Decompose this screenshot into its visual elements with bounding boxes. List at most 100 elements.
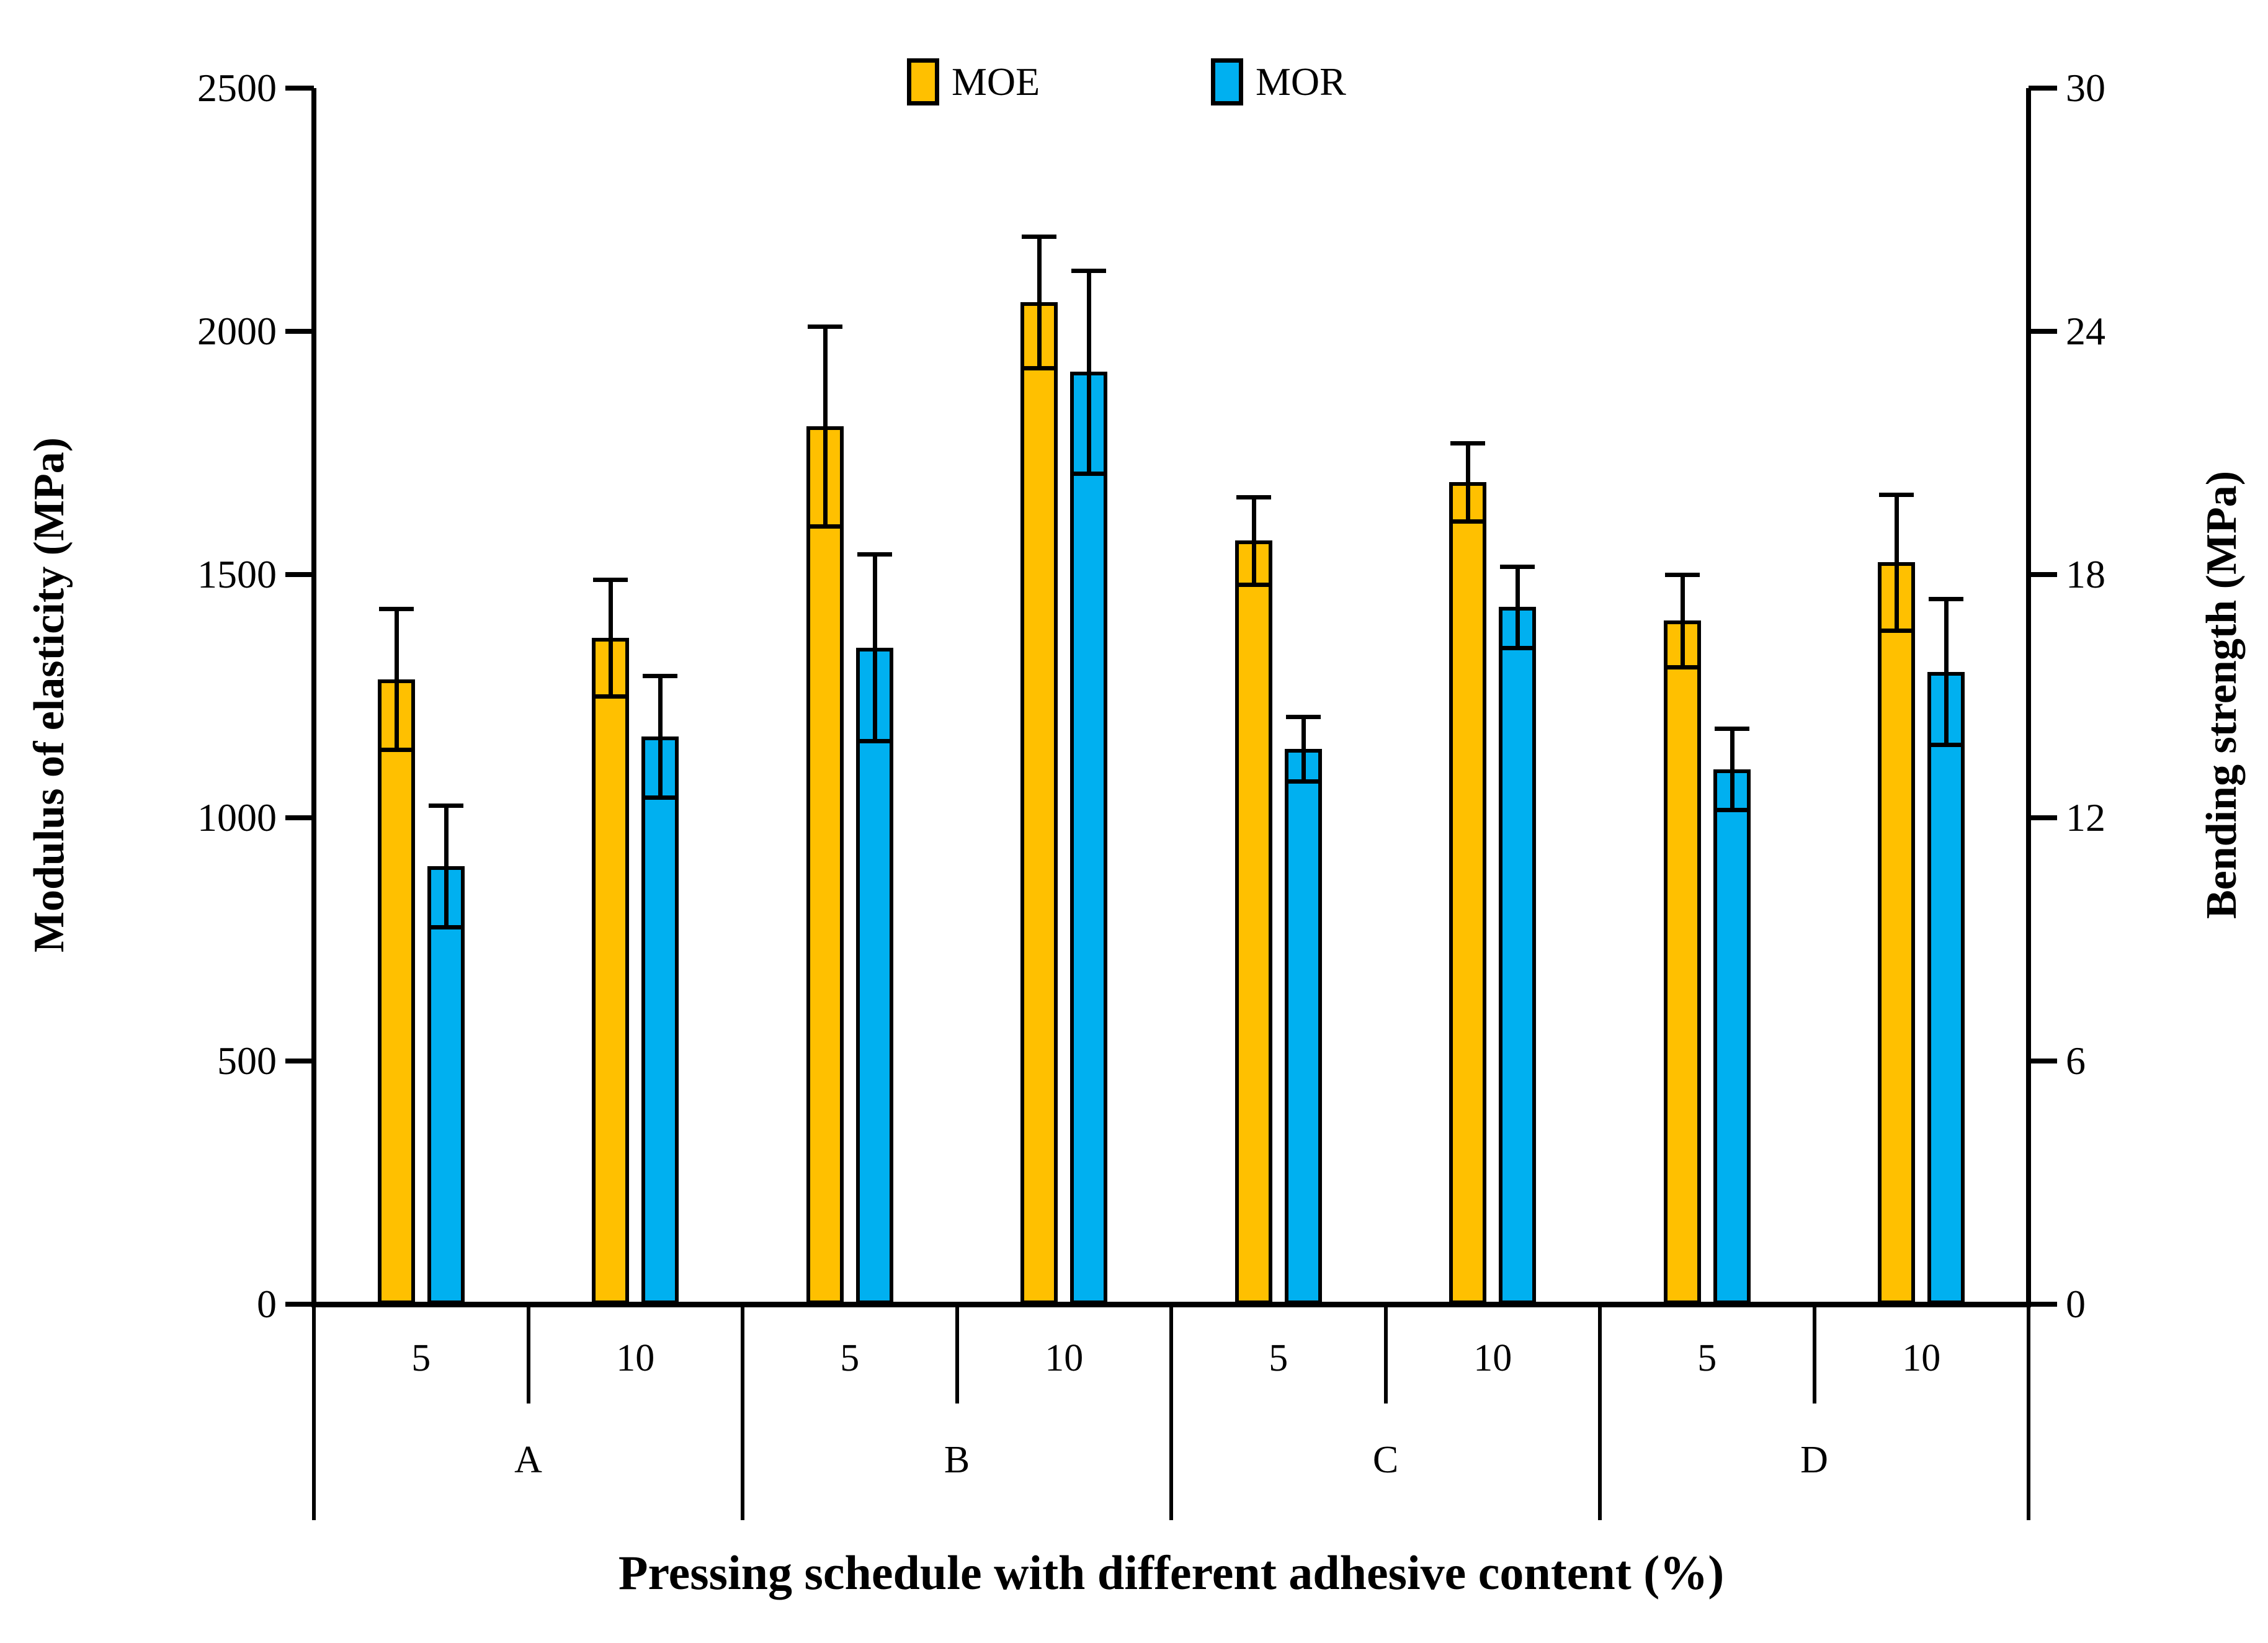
error-cap-top-moe-D10	[1879, 492, 1914, 497]
level-separator-line	[955, 1304, 959, 1403]
error-bar-mor-C10	[1516, 566, 1520, 648]
adhesive-level-label-C-10: 10	[1473, 1337, 1512, 1379]
error-cap-bottom-mor-D5	[1714, 807, 1749, 812]
error-cap-top-moe-C5	[1236, 495, 1271, 499]
error-cap-top-moe-B5	[807, 325, 842, 329]
error-bar-mor-B10	[1087, 271, 1092, 473]
left-axis-tick	[285, 815, 314, 820]
bar-mor-B5	[855, 647, 893, 1304]
group-separator-line	[741, 1304, 744, 1520]
error-cap-bottom-mor-B5	[857, 738, 892, 743]
error-cap-top-moe-B10	[1022, 235, 1057, 240]
bar-mor-C5	[1284, 748, 1322, 1304]
adhesive-level-label-D-5: 5	[1697, 1337, 1717, 1379]
right-axis-tick-label: 12	[2066, 795, 2105, 839]
error-cap-top-mor-B5	[857, 552, 892, 557]
error-cap-bottom-moe-D10	[1879, 629, 1914, 633]
error-bar-moe-B10	[1037, 236, 1042, 368]
right-axis-line	[2026, 88, 2031, 1307]
error-cap-bottom-mor-A10	[643, 795, 678, 800]
right-axis-tick	[2029, 86, 2057, 91]
error-bar-moe-A5	[394, 608, 399, 750]
left-axis-tick-label: 1500	[197, 552, 277, 596]
error-cap-bottom-moe-A5	[378, 748, 414, 753]
error-bar-moe-B5	[823, 326, 828, 526]
error-cap-bottom-mor-B10	[1071, 471, 1107, 476]
adhesive-level-label-C-5: 5	[1269, 1337, 1288, 1379]
group-separator-line	[312, 1304, 316, 1520]
bar-mor-A5	[427, 866, 465, 1304]
left-axis-tick-label: 2000	[197, 309, 277, 353]
error-cap-top-mor-B10	[1071, 269, 1107, 273]
adhesive-level-label-A-10: 10	[616, 1337, 655, 1379]
error-cap-bottom-moe-A10	[593, 694, 628, 699]
group-label-A: A	[514, 1439, 542, 1481]
error-cap-bottom-mor-C5	[1285, 779, 1321, 784]
error-cap-bottom-moe-D5	[1664, 665, 1700, 669]
error-cap-bottom-mor-C10	[1500, 645, 1535, 650]
error-bar-mor-A5	[444, 805, 449, 928]
bar-moe-D5	[1663, 620, 1701, 1304]
right-axis-tick	[2029, 572, 2057, 577]
error-cap-top-moe-D5	[1664, 573, 1700, 577]
level-separator-line	[1383, 1304, 1388, 1403]
right-axis-tick	[2029, 1302, 2057, 1307]
bar-moe-C10	[1449, 482, 1487, 1304]
error-cap-top-mor-A10	[643, 674, 678, 679]
group-label-D: D	[1800, 1439, 1828, 1481]
group-separator-line	[1598, 1304, 1602, 1520]
bar-mor-B10	[1070, 372, 1108, 1304]
bar-mor-D5	[1713, 769, 1751, 1304]
bar-mor-D10	[1927, 671, 1965, 1304]
error-cap-top-moe-A5	[378, 606, 414, 611]
left-axis-tick	[285, 1302, 314, 1307]
left-axis-tick	[285, 1059, 314, 1063]
group-label-C: C	[1372, 1439, 1399, 1481]
left-axis-tick	[285, 329, 314, 334]
moe-legend-swatch-icon	[907, 58, 939, 105]
bar-moe-A5	[377, 679, 415, 1304]
left-axis-tick-label: 1000	[197, 795, 277, 839]
error-cap-top-mor-A5	[428, 804, 463, 808]
error-cap-bottom-mor-D10	[1929, 743, 1964, 748]
error-cap-top-mor-D5	[1714, 727, 1749, 732]
error-bar-moe-C10	[1466, 443, 1471, 521]
left-axis-tick-label: 2500	[197, 66, 277, 110]
left-axis-tick	[285, 572, 314, 577]
adhesive-level-label-B-5: 5	[840, 1337, 860, 1379]
error-bar-moe-C5	[1251, 496, 1256, 584]
level-separator-line	[1812, 1304, 1816, 1403]
right-axis-tick-label: 6	[2066, 1039, 2086, 1083]
right-axis-tick-label: 30	[2066, 66, 2105, 110]
right-axis-tick	[2029, 329, 2057, 334]
bar-mor-A10	[641, 736, 679, 1304]
left-axis-tick-label: 500	[217, 1039, 277, 1083]
bar-moe-C5	[1234, 540, 1272, 1304]
error-cap-bottom-mor-A5	[428, 925, 463, 930]
error-bar-mor-D5	[1730, 728, 1734, 810]
error-bar-moe-A10	[609, 579, 614, 696]
left-axis-line	[311, 88, 316, 1307]
bar-moe-A10	[592, 637, 630, 1304]
right-axis-tick-label: 0	[2066, 1282, 2086, 1326]
right-axis-tick-label: 18	[2066, 552, 2105, 596]
group-separator-line	[1169, 1304, 1173, 1520]
bar-moe-B10	[1020, 302, 1058, 1304]
right-axis-tick-label: 24	[2066, 309, 2105, 353]
bar-moe-B5	[806, 426, 844, 1304]
error-cap-top-moe-A10	[593, 577, 628, 582]
mor-legend-label: MOR	[1256, 60, 1346, 104]
adhesive-level-label-D-10: 10	[1902, 1337, 1941, 1379]
error-cap-bottom-moe-C5	[1236, 582, 1271, 587]
error-cap-top-mor-D10	[1929, 597, 1964, 602]
error-cap-bottom-moe-C10	[1450, 519, 1486, 524]
error-bar-moe-D10	[1895, 494, 1900, 631]
error-bar-mor-D10	[1944, 599, 1949, 745]
right-axis-tick	[2029, 1059, 2057, 1063]
mor-legend-swatch-icon	[1211, 58, 1243, 105]
error-bar-moe-D5	[1680, 575, 1685, 667]
error-bar-mor-A10	[658, 676, 663, 798]
error-cap-bottom-moe-B10	[1022, 365, 1057, 370]
